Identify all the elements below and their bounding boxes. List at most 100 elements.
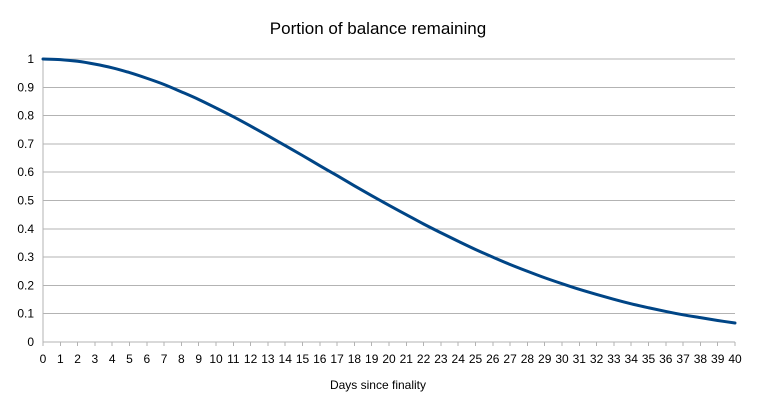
x-tick-label: 11 [227,352,240,366]
x-tick-label: 6 [143,352,150,366]
data-point [509,263,512,266]
data-point [266,134,269,137]
y-tick-label: 0.1 [17,307,34,321]
data-point [734,322,737,325]
x-tick-label: 26 [486,352,500,366]
x-tick-label: 33 [607,352,621,366]
x-tick-label: 25 [469,352,483,366]
data-point [474,248,477,251]
data-point [42,58,45,61]
x-tick-label: 7 [161,352,168,366]
y-tick-label: 0.5 [17,194,34,208]
data-point [232,115,235,118]
x-tick-label: 5 [126,352,133,366]
data-point [197,98,200,101]
data-point [180,90,183,93]
x-tick-label: 13 [261,352,275,366]
data-point [336,174,339,177]
data-point [249,125,252,128]
x-tick-label: 40 [728,352,742,366]
data-point [284,144,287,147]
data-point [301,154,304,157]
x-tick-label: 15 [296,352,310,366]
data-point [93,63,96,66]
y-tick-label: 0.3 [17,250,34,264]
x-tick-label: 30 [555,352,569,366]
x-tick-label: 37 [676,352,690,366]
y-tick-label: 0.9 [17,80,34,94]
y-axis-tick-labels: 0 0.1 0.2 0.3 0.4 0.5 0.6 0.7 0.8 0.9 1 [17,52,34,349]
chart-title: Portion of balance remaining [270,19,486,38]
y-tick-label: 0.8 [17,109,34,123]
data-point [163,83,166,86]
x-tick-label: 24 [452,352,466,366]
x-tick-label: 8 [178,352,185,366]
x-tick-label: 20 [382,352,396,366]
x-tick-label: 19 [365,352,379,366]
data-point [716,319,719,322]
x-tick-label: 31 [573,352,587,366]
y-tick-label: 0.6 [17,165,34,179]
data-point [457,240,460,243]
data-point [561,282,564,285]
x-tick-label: 21 [400,352,414,366]
data-point [405,213,408,216]
data-point [215,106,218,109]
data-point [59,58,62,61]
x-tick-label: 23 [434,352,448,366]
data-point [647,306,650,309]
x-tick-label: 2 [74,352,81,366]
x-tick-label: 22 [417,352,431,366]
data-point [664,310,667,313]
data-point [526,270,529,273]
x-tick-label: 32 [590,352,604,366]
x-tick-label: 36 [659,352,673,366]
data-point [543,276,546,279]
x-tick-label: 9 [195,352,202,366]
y-tick-label: 0.7 [17,137,34,151]
grid-lines [42,58,736,346]
data-point [612,298,615,301]
x-tick-label: 12 [244,352,258,366]
data-point [388,204,391,207]
data-point [353,184,356,187]
x-tick-label: 34 [625,352,639,366]
data-point [128,71,131,74]
y-tick-label: 1 [27,52,34,66]
y-tick-label: 0.2 [17,278,34,292]
series-layer [41,57,737,325]
data-point [595,293,598,296]
data-point [439,231,442,234]
data-point [491,256,494,259]
x-tick-label: 35 [642,352,656,366]
series-line [41,57,737,325]
x-tick-label: 10 [209,352,223,366]
x-tick-label: 29 [538,352,552,366]
data-point [630,302,633,305]
data-point [318,164,321,167]
data-point [111,66,114,69]
x-tick-label: 27 [503,352,517,366]
x-tick-label: 18 [348,352,362,366]
x-tick-label: 39 [711,352,725,366]
x-tick-label: 14 [279,352,293,366]
y-tick-label: 0 [27,335,34,349]
x-tick-label: 38 [694,352,708,366]
data-point [76,60,79,63]
x-tick-label: 4 [109,352,116,366]
data-point [578,288,581,291]
x-tick-label: 28 [521,352,535,366]
x-tick-label: 16 [313,352,327,366]
data-point [699,316,702,319]
y-tick-label: 0.4 [17,222,34,236]
x-tick-label: 17 [330,352,344,366]
x-tick-label: 0 [40,352,47,366]
x-tick-label: 3 [92,352,99,366]
x-tick-label: 1 [57,352,64,366]
data-point [682,313,685,316]
x-axis-tick-labels: 0 1 2 3 4 5 6 7 8 9 10 11 12 13 14 15 16 17 18 19 20 21 22 23 24… [40,352,742,366]
data-point [422,222,425,225]
data-point [370,194,373,197]
x-axis-title: Days since finality [330,378,426,392]
